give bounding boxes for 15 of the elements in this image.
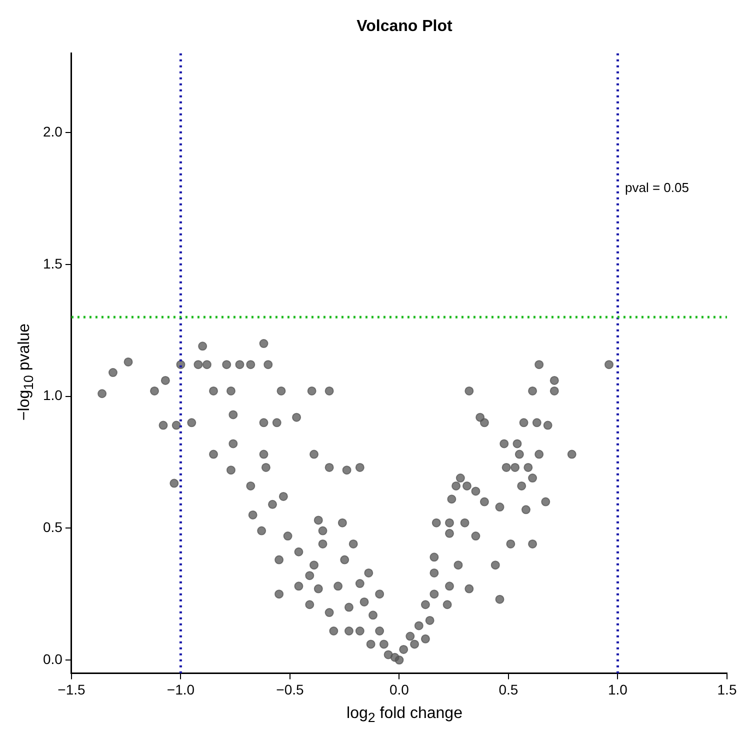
chart-title: Volcano Plot bbox=[356, 18, 454, 36]
y-tick-label: 2.0 bbox=[42, 123, 63, 140]
y-tick-label: 0.0 bbox=[42, 650, 63, 667]
x-tick-label: 1.5 bbox=[717, 681, 737, 698]
x-tick-label: 0.5 bbox=[498, 681, 518, 698]
x-tick-label: −0.5 bbox=[276, 681, 304, 698]
y-tick-label: 0.5 bbox=[42, 519, 63, 535]
y-tick-label: 1.5 bbox=[42, 255, 63, 272]
x-tick-label: −1.0 bbox=[166, 681, 195, 698]
annotation: pval = 0.05 bbox=[625, 180, 689, 195]
x-axis-title: log$_{2}$ fold change bbox=[346, 705, 464, 726]
x-tick-label: 1.0 bbox=[608, 681, 628, 698]
x-tick-label: 0.0 bbox=[389, 681, 410, 698]
x-tick-label: −1.5 bbox=[58, 681, 86, 698]
y-tick-label: 1.0 bbox=[42, 387, 63, 404]
